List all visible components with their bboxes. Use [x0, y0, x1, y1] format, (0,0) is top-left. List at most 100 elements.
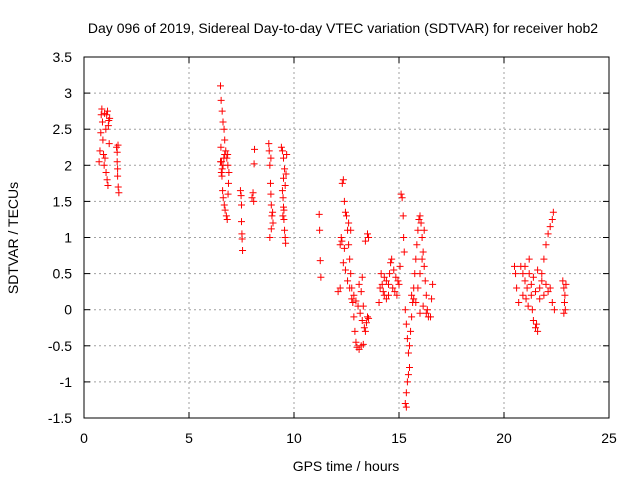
- data-point: [219, 118, 227, 126]
- data-point: [279, 212, 287, 220]
- data-point: [385, 280, 392, 288]
- data-point: [511, 262, 518, 270]
- data-point: [217, 82, 224, 90]
- data-point: [345, 219, 353, 227]
- data-point: [406, 363, 413, 371]
- data-point: [546, 223, 554, 231]
- y-tick-label: -1.5: [48, 410, 72, 426]
- data-point: [224, 179, 232, 187]
- data-point: [525, 255, 533, 263]
- data-point: [412, 255, 420, 263]
- data-point: [540, 291, 548, 299]
- data-point: [347, 226, 355, 234]
- data-point: [387, 259, 395, 267]
- data-point: [354, 302, 362, 310]
- data-point: [281, 165, 289, 173]
- data-point: [346, 284, 354, 292]
- data-point: [513, 284, 521, 292]
- data-point: [391, 288, 399, 296]
- data-point: [218, 172, 226, 180]
- data-point: [219, 161, 227, 169]
- y-tick-label: 1: [64, 230, 72, 246]
- data-point: [250, 160, 258, 168]
- data-point: [105, 140, 113, 148]
- data-point: [339, 176, 347, 184]
- data-point: [382, 277, 390, 285]
- data-point: [406, 342, 413, 350]
- data-point: [97, 129, 105, 137]
- data-point: [115, 189, 123, 197]
- data-point: [399, 212, 407, 220]
- data-point: [380, 273, 388, 281]
- data-point: [316, 257, 324, 265]
- data-point: [113, 158, 121, 166]
- data-point: [358, 317, 366, 325]
- data-point: [404, 349, 412, 357]
- data-point: [361, 327, 369, 335]
- y-tick-label: -1: [60, 374, 73, 390]
- data-point: [389, 284, 397, 292]
- data-point: [416, 270, 424, 278]
- data-point: [239, 246, 247, 254]
- data-point: [100, 150, 108, 158]
- data-point: [358, 273, 366, 281]
- data-point: [394, 277, 402, 285]
- data-point: [534, 327, 542, 335]
- data-point: [393, 291, 401, 299]
- data-point: [386, 270, 394, 278]
- data-point: [102, 125, 110, 133]
- data-point: [392, 273, 400, 281]
- data-markers: [95, 82, 570, 411]
- data-point: [355, 280, 363, 288]
- data-point: [414, 284, 422, 292]
- data-point: [536, 295, 544, 303]
- data-point: [334, 288, 342, 296]
- data-point: [538, 270, 546, 278]
- data-point: [544, 230, 552, 238]
- data-point: [267, 190, 275, 198]
- data-point: [280, 206, 288, 214]
- data-point: [561, 306, 569, 314]
- data-point: [421, 277, 429, 285]
- data-point: [375, 298, 383, 306]
- x-tick-label: 20: [496, 430, 512, 446]
- data-point: [98, 105, 106, 113]
- data-point: [415, 215, 423, 223]
- data-point: [222, 212, 230, 220]
- data-point: [548, 298, 556, 306]
- data-point: [365, 314, 373, 322]
- data-point: [402, 320, 410, 328]
- data-point: [282, 170, 290, 178]
- data-point: [560, 284, 568, 292]
- data-point: [341, 208, 349, 216]
- data-point: [403, 378, 411, 386]
- data-point: [225, 169, 233, 177]
- data-point: [538, 277, 546, 285]
- data-point: [102, 169, 110, 177]
- data-point: [340, 197, 348, 205]
- data-point: [404, 371, 412, 379]
- data-point: [522, 295, 530, 303]
- data-point: [550, 306, 558, 314]
- data-point: [266, 179, 274, 187]
- data-point: [113, 148, 121, 156]
- data-point: [95, 158, 103, 166]
- data-point: [401, 306, 409, 314]
- data-point: [236, 187, 244, 195]
- data-point: [345, 241, 353, 249]
- data-point: [267, 201, 275, 209]
- data-point: [250, 197, 258, 205]
- data-point: [422, 309, 430, 317]
- data-point: [281, 182, 289, 190]
- grid-lines: [84, 57, 609, 418]
- data-point: [546, 284, 554, 292]
- data-point: [104, 182, 112, 190]
- data-point: [350, 291, 358, 299]
- y-tick-label: 3.5: [53, 49, 73, 65]
- data-point: [237, 192, 245, 200]
- data-point: [96, 147, 104, 155]
- data-point: [398, 194, 406, 202]
